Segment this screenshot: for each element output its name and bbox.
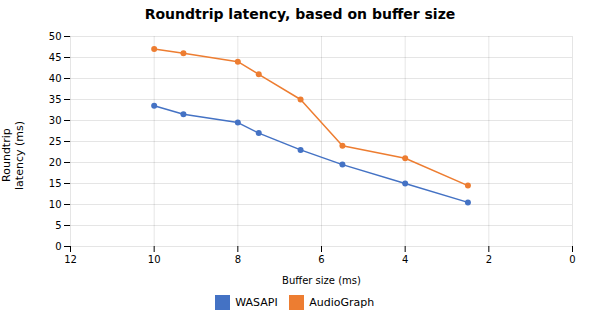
svg-text:20: 20 bbox=[49, 157, 62, 168]
svg-text:6: 6 bbox=[318, 254, 324, 265]
svg-text:30: 30 bbox=[49, 115, 62, 126]
svg-text:10: 10 bbox=[148, 254, 161, 265]
svg-text:0: 0 bbox=[55, 241, 61, 252]
svg-text:Buffer size (ms): Buffer size (ms) bbox=[282, 275, 361, 286]
svg-text:40: 40 bbox=[49, 73, 62, 84]
svg-text:50: 50 bbox=[49, 31, 62, 42]
svg-text:35: 35 bbox=[49, 94, 62, 105]
svg-text:45: 45 bbox=[49, 52, 62, 63]
svg-text:5: 5 bbox=[55, 220, 61, 231]
svg-text:8: 8 bbox=[235, 254, 241, 265]
svg-text:10: 10 bbox=[49, 199, 62, 210]
svg-text:12: 12 bbox=[64, 254, 77, 265]
svg-text:2: 2 bbox=[486, 254, 492, 265]
svg-text:25: 25 bbox=[49, 136, 62, 147]
html-text:AudioGraph: AudioGraph bbox=[309, 296, 375, 309]
html-text:WASAPI: WASAPI bbox=[235, 296, 278, 309]
html-text:Roundtrip latency, based on bu: Roundtrip latency, based on buffer size bbox=[144, 6, 456, 22]
svg-text:0: 0 bbox=[569, 254, 575, 265]
svg-text:15: 15 bbox=[49, 178, 62, 189]
html-text:Roundtrip latency (ms): Roundtrip latency (ms) bbox=[0, 120, 26, 190]
svg-text:4: 4 bbox=[402, 254, 408, 265]
